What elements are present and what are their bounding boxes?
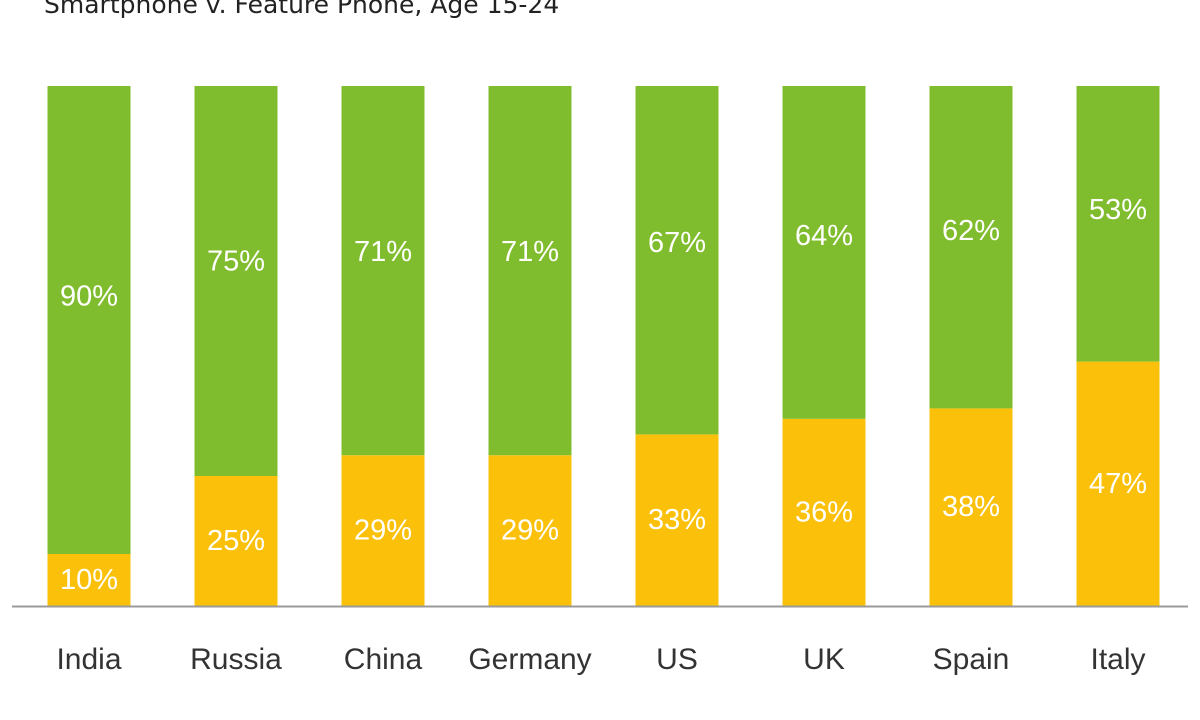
data-label-russia-smartphone: 75%	[207, 246, 265, 278]
data-label-spain-smartphone: 62%	[942, 215, 1000, 247]
bar-spain-smartphone	[929, 86, 1013, 409]
bar-russia-smartphone	[194, 86, 278, 476]
data-label-india-smartphone: 90%	[60, 281, 118, 313]
category-label-us: US	[656, 643, 698, 676]
data-label-germany-feature-phone: 29%	[501, 515, 559, 547]
bar-russia-feature-phone	[194, 476, 278, 606]
category-label-china: China	[344, 643, 423, 676]
data-label-uk-smartphone: 64%	[795, 220, 853, 252]
bar-germany-smartphone	[488, 86, 572, 456]
bars-layer	[47, 86, 1160, 606]
data-label-italy-smartphone: 53%	[1089, 194, 1147, 226]
category-label-uk: UK	[803, 643, 845, 676]
category-labels-layer: India Russia China Germany US UK Spain Italy	[56, 643, 1145, 676]
bar-italy-smartphone	[1076, 86, 1160, 362]
category-label-india: India	[56, 643, 121, 676]
data-label-china-smartphone: 71%	[354, 236, 412, 268]
data-label-russia-feature-phone: 25%	[207, 525, 265, 557]
bar-uk-feature-phone	[782, 418, 866, 606]
bar-germany-feature-phone	[488, 455, 572, 606]
bar-china-feature-phone	[341, 455, 425, 606]
data-label-india-feature-phone: 10%	[60, 564, 118, 596]
category-label-russia: Russia	[190, 643, 282, 676]
category-label-italy: Italy	[1090, 643, 1145, 676]
data-label-us-feature-phone: 33%	[648, 504, 706, 536]
bar-italy-feature-phone	[1076, 361, 1160, 606]
bar-us-smartphone	[635, 86, 719, 435]
category-label-spain: Spain	[933, 643, 1010, 676]
data-labels-layer: 10% 90% 25% 75% 29% 71% 29% 71% 33% 67% 36% 64% 38% 6…	[60, 194, 1147, 596]
data-label-uk-feature-phone: 36%	[795, 496, 853, 528]
bar-india-smartphone	[47, 86, 131, 554]
chart-subtitle: Smartphone v. Feature Phone, Age 15-24	[44, 0, 560, 19]
data-label-spain-feature-phone: 38%	[942, 491, 1000, 523]
bar-us-feature-phone	[635, 434, 719, 606]
bar-india-feature-phone	[47, 554, 131, 606]
bar-spain-feature-phone	[929, 408, 1013, 606]
data-label-us-smartphone: 67%	[648, 227, 706, 259]
category-label-germany: Germany	[468, 643, 591, 676]
bar-uk-smartphone	[782, 86, 866, 419]
data-label-china-feature-phone: 29%	[354, 515, 412, 547]
bar-china-smartphone	[341, 86, 425, 456]
data-label-italy-feature-phone: 47%	[1089, 468, 1147, 500]
data-label-germany-smartphone: 71%	[501, 236, 559, 268]
